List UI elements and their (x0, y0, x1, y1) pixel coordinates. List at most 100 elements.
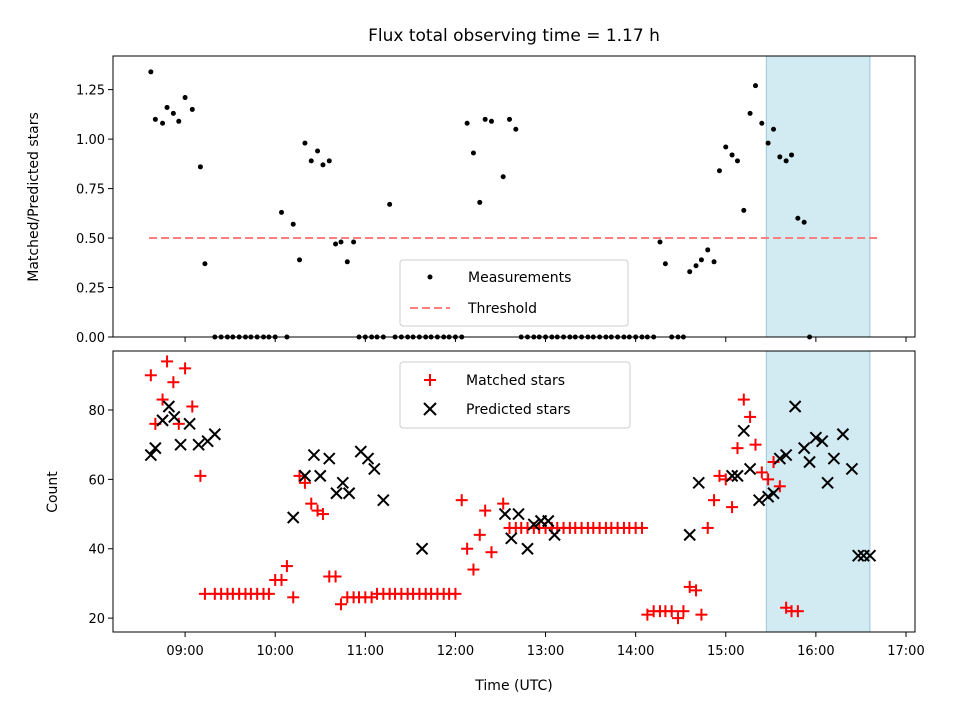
measurement-point (783, 158, 789, 164)
measurement-point (698, 257, 704, 263)
top-plot-frame (112, 55, 916, 338)
measurement-point (344, 259, 350, 265)
bottom-y-tick-label: 20 (88, 612, 105, 627)
predicted-star-point (330, 487, 343, 500)
measurement-point (297, 257, 303, 263)
top-legend-box (399, 259, 629, 327)
matched-star-point (744, 410, 757, 423)
measurement-point (657, 239, 663, 245)
bottom-x-tick-label: 13:00 (527, 644, 564, 659)
predicted-star-point (836, 428, 850, 441)
matched-star-point (316, 508, 329, 521)
measurement-point (662, 261, 668, 267)
matched-star-point (672, 612, 685, 625)
measurement-point (705, 247, 711, 253)
measurement-point (513, 126, 519, 132)
predicted-star-point (752, 493, 766, 507)
matched-star-point (467, 563, 480, 576)
predicted-star-point (767, 487, 780, 500)
predicted-star-point (737, 424, 750, 437)
predicted-star-point (183, 417, 196, 431)
matched-star-point (329, 570, 342, 583)
predicted-stars-points (144, 400, 877, 562)
matched-star-point (726, 501, 739, 514)
measurement-point (734, 158, 740, 164)
bottom-y-axis-label: Count (45, 471, 61, 513)
bottom-legend-box (399, 361, 631, 429)
predicted-star-point (192, 438, 205, 451)
bottom-x-tick-label: 16:00 (797, 644, 834, 659)
measurement-point (759, 120, 765, 126)
matched-star-point (737, 393, 750, 406)
measurement-point (152, 116, 158, 122)
predicted-star-point (725, 469, 739, 483)
predicted-star-point (761, 490, 775, 503)
bottom-x-tick-label: 17:00 (887, 644, 924, 659)
predicted-star-point (809, 431, 823, 444)
bottom-x-tick-label: 11:00 (347, 644, 384, 659)
matched-star-point (773, 480, 786, 493)
measurement-point (148, 69, 154, 75)
predicted-star-point (342, 487, 356, 500)
matched-star-point (262, 587, 275, 600)
predicted-star-point (692, 476, 705, 490)
legend-predicted-marker (423, 402, 437, 416)
predicted-star-point (149, 441, 162, 455)
matched-star-point (791, 605, 804, 618)
top-y-tick-label: 0.00 (76, 331, 105, 346)
matched-star-point (179, 362, 192, 375)
matched-star-point (479, 504, 492, 517)
predicted-star-point (852, 549, 865, 562)
predicted-star-point (827, 452, 841, 465)
measurement-point (333, 241, 339, 247)
top-y-tick-label: 0.75 (76, 183, 105, 198)
predicted-star-point (505, 532, 518, 545)
measurement-point (488, 118, 494, 124)
matched-star-point (665, 605, 678, 618)
predicted-star-point (803, 455, 816, 469)
predicted-star-point (361, 452, 375, 465)
top-y-tick-label: 0.50 (76, 232, 105, 247)
measurement-point (771, 126, 777, 132)
measurement-point (320, 162, 326, 168)
measurement-point (387, 201, 393, 207)
predicted-star-point (797, 441, 811, 455)
predicted-star-point (287, 511, 300, 524)
bottom-x-tick-label: 15:00 (707, 644, 744, 659)
predicted-star-point (743, 462, 757, 476)
bottom-y-tick-label: 80 (88, 404, 105, 419)
predicted-star-point (542, 514, 555, 528)
top-y-tick-label: 0.25 (76, 282, 105, 297)
measurement-point (351, 239, 357, 245)
predicted-star-point (788, 400, 802, 413)
legend-matched-label: Matched stars (466, 373, 565, 389)
matched-star-point (194, 469, 207, 482)
measurement-point (729, 152, 735, 158)
bottom-y-tick-label: 40 (88, 543, 105, 558)
predicted-star-point (162, 400, 176, 413)
predicted-star-point (368, 462, 381, 476)
measurement-point (801, 219, 807, 225)
matched-star-point (156, 393, 169, 406)
measurement-point (315, 148, 321, 154)
matched-star-point (762, 473, 775, 486)
matched-star-point (641, 608, 654, 621)
bottom-x-axis-label: Time (UTC) (474, 678, 552, 694)
matched-star-point (713, 469, 726, 482)
measurement-point (160, 120, 166, 126)
measurement-point (711, 259, 717, 265)
matched-star-point (449, 587, 462, 600)
measurement-point (765, 140, 771, 146)
measurement-point (777, 154, 783, 160)
measurement-point (189, 106, 195, 112)
bottom-y-axis-ticks: 20 40 60 80 (88, 404, 113, 627)
predicted-star-point (731, 469, 744, 483)
measurement-point (723, 144, 729, 150)
measurement-point (500, 174, 506, 180)
measurement-point (308, 158, 314, 164)
matched-star-point (287, 591, 300, 604)
predicted-star-point (863, 549, 877, 562)
matched-star-point (298, 476, 311, 489)
bottom-x-tick-label: 14:00 (617, 644, 654, 659)
